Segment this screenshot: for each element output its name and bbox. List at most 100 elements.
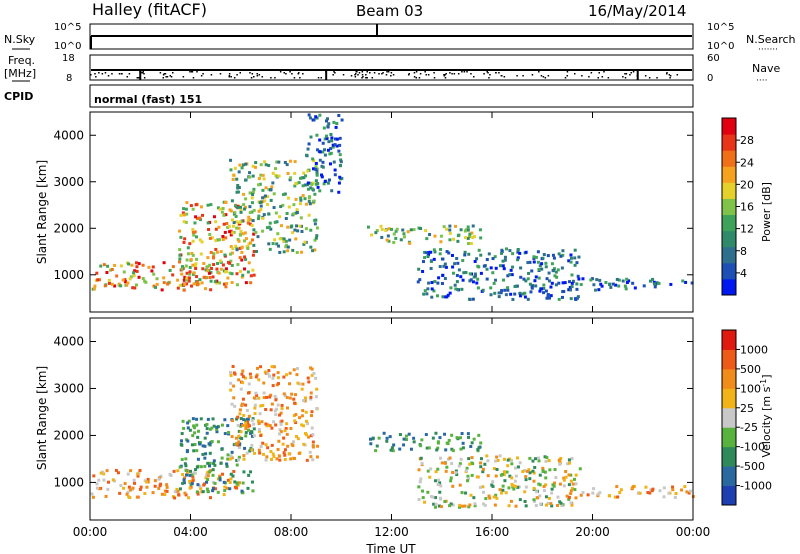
echo-cell [196,435,200,439]
echo-cell [302,171,306,175]
echo-cell [325,136,329,140]
echo-cell [444,295,448,299]
echo-cell [609,285,613,289]
echo-cell [541,469,545,473]
echo-cell [479,236,483,240]
echo-cell [221,237,225,241]
echo-cell [592,283,596,287]
echo-cell [223,418,227,422]
echo-cell [185,258,189,262]
echo-cell [264,186,268,190]
nave-point [142,71,145,73]
echo-cell [299,202,303,206]
echo-cell [335,122,339,126]
echo-cell [303,183,307,187]
echo-cell [175,487,179,491]
echo-cell [195,280,199,284]
colorbar-segment [722,330,736,350]
echo-cell [229,209,233,213]
echo-cell [366,225,370,229]
echo-cell [510,476,514,480]
echo-cell [495,467,499,471]
echo-cell [239,208,243,212]
echo-cell [95,482,99,486]
echo-cell [254,249,258,253]
echo-cell [186,246,190,250]
echo-cell [310,182,314,186]
echo-cell [508,273,512,277]
echo-cell [542,291,546,295]
echo-cell [220,456,224,460]
x-tick-label: 12:00 [374,525,409,539]
echo-cell [208,470,212,474]
echo-cell [457,233,461,237]
echo-cell [253,406,257,410]
echo-cell [315,169,319,173]
nave-point [644,75,647,77]
echo-cell [539,287,543,291]
echo-cell [614,283,618,287]
echo-cell [182,478,186,482]
echo-cell [168,472,172,476]
echo-cell [542,253,546,257]
echo-cell [253,451,257,455]
echo-cell [204,474,208,478]
echo-cell [205,487,209,491]
echo-cell [615,485,619,489]
echo-cell [307,199,311,203]
echo-cell [311,458,315,462]
echo-cell [467,242,471,246]
echo-cell [265,226,269,230]
echo-cell [198,442,202,446]
echo-cell [264,458,268,462]
echo-cell [307,213,311,217]
echo-cell [429,250,433,254]
echo-cell [518,461,522,465]
echo-cell [306,147,310,151]
echo-cell [565,494,569,498]
echo-cell [274,413,278,417]
echo-cell [271,384,275,388]
echo-cell [491,257,495,261]
nave-point [251,73,254,75]
echo-cell [562,478,566,482]
echo-cell [326,124,330,128]
echo-cell [279,411,283,415]
echo-cell [103,284,107,288]
echo-cell [274,423,278,427]
echo-cell [195,217,199,221]
echo-cell [254,391,258,395]
echo-cell [276,382,280,386]
echo-cell [223,488,227,492]
echo-cell [419,477,423,481]
nave-point [365,74,367,76]
echo-cell [448,228,452,232]
echo-cell [254,375,258,379]
echo-cell [223,432,227,436]
echo-cell [438,252,442,256]
echo-cell [495,496,499,500]
echo-cell [310,410,314,414]
echo-cell [501,472,505,476]
power-heatmap [91,113,694,301]
echo-cell [203,436,207,440]
echo-cell [688,489,692,493]
colorbar-tick-label: 4 [740,267,747,280]
nave-point [668,74,671,76]
echo-cell [460,491,464,495]
echo-cell [496,458,500,462]
echo-cell [211,275,215,279]
echo-cell [472,437,476,441]
echo-cell [433,234,437,238]
echo-cell [475,257,479,261]
nave-point [293,77,296,79]
echo-cell [436,478,440,482]
echo-cell [192,271,196,275]
echo-cell [551,269,555,273]
echo-cell [564,475,568,479]
echo-cell [569,492,573,496]
echo-cell [241,481,245,485]
echo-cell [265,424,269,428]
echo-cell [538,264,542,268]
